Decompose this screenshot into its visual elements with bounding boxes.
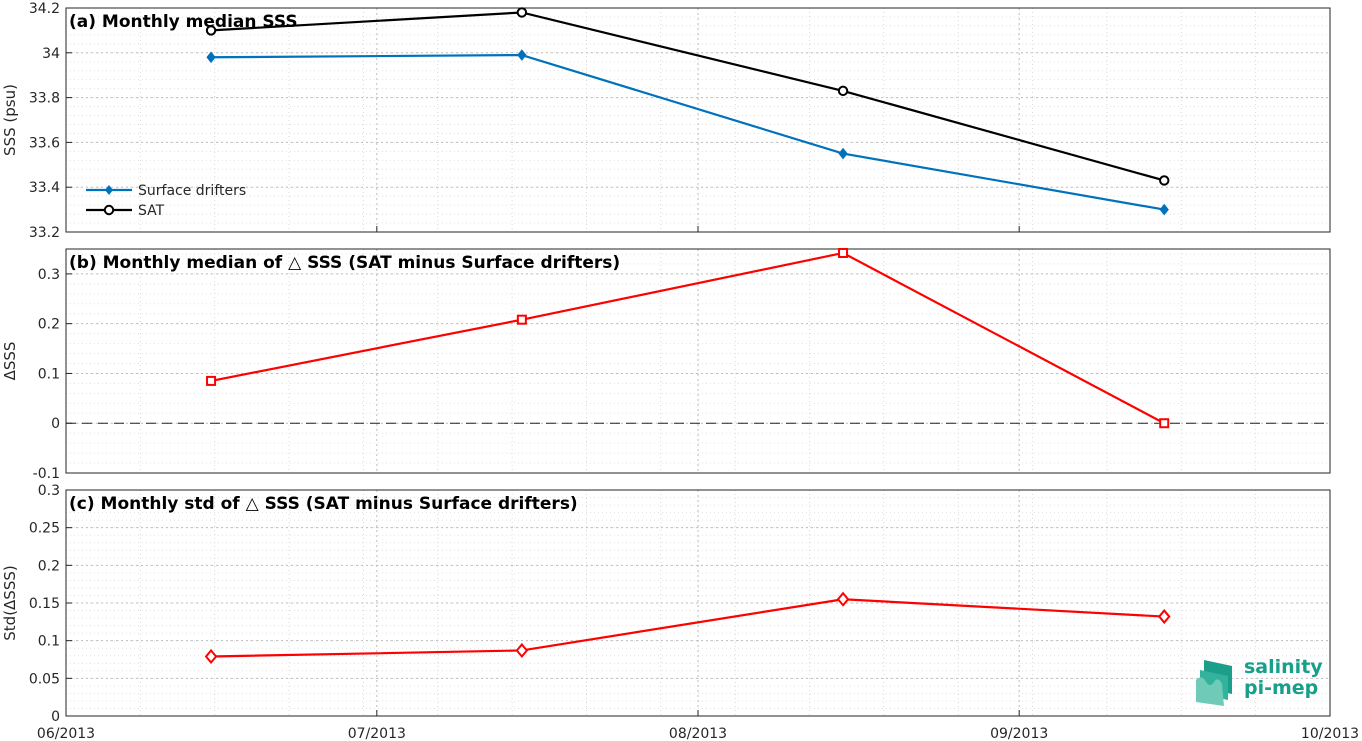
- legend-entry-label: SAT: [138, 203, 165, 219]
- salinity-pi-mep-logo: salinity pi-mep: [1194, 656, 1324, 708]
- legend-marker: [103, 204, 115, 216]
- logo-word-salinity: salinity: [1244, 656, 1323, 678]
- panel-a: 33.2 33.4 33.6 33.8 34 34.2 SSS (psu) (a) Month…: [1, 1, 1331, 241]
- data-point-marker: [836, 591, 850, 607]
- y-tick-label: 0.1: [38, 634, 60, 650]
- y-tick-label: 34: [42, 46, 60, 62]
- data-point-marker: [206, 51, 216, 64]
- series-line-0: [211, 53, 1165, 211]
- x-tick-label: 10/2013: [1301, 726, 1359, 741]
- y-tick-label: 33.4: [29, 180, 60, 196]
- data-point-marker: [204, 648, 218, 665]
- legend: Surface drifters SAT: [86, 183, 246, 219]
- data-point-marker: [1159, 175, 1170, 186]
- data-point-marker: [205, 25, 217, 36]
- x-tick-label: 07/2013: [348, 726, 406, 741]
- series-line-0: [210, 251, 1165, 425]
- y-tick-label: 0.25: [29, 521, 60, 537]
- y-tick-label: 0.3: [38, 483, 60, 499]
- y-axis-label: ΔSSS: [1, 342, 19, 381]
- data-point-marker: [515, 642, 529, 659]
- panel-title: (a) Monthly median SSS: [69, 12, 298, 32]
- legend-marker: [105, 185, 113, 195]
- y-tick-label: 0: [51, 416, 60, 432]
- axes-box: [65, 248, 1331, 474]
- y-tick-label: 0: [51, 709, 60, 725]
- data-point-marker: [1159, 203, 1169, 216]
- panel-b: -0.1 0 0.1 0.2 0.3 ΔSSS (b) Monthly median of …: [1, 247, 1331, 482]
- legend-entry-label: Surface drifters: [138, 183, 246, 199]
- y-tick-label: 34.2: [29, 1, 60, 17]
- y-tick-label: 0.1: [38, 366, 60, 382]
- data-point-marker: [1159, 418, 1170, 429]
- y-tick-label: 33.2: [29, 225, 60, 241]
- y-tick-label: 33.6: [29, 135, 60, 151]
- y-axis-label: Std(ΔSSS): [1, 565, 19, 640]
- y-tick-label: 0.3: [38, 267, 60, 283]
- y-tick-label: 33.8: [29, 91, 60, 107]
- data-point-marker: [516, 314, 527, 325]
- series-line-0: [211, 598, 1165, 658]
- data-point-marker: [838, 147, 848, 160]
- logo-word-pimep: pi-mep: [1244, 677, 1319, 699]
- panel-title: (c) Monthly std of △ SSS (SAT minus Surf…: [69, 494, 578, 514]
- data-point-marker: [516, 7, 528, 18]
- y-tick-label: 0.15: [29, 596, 60, 612]
- data-point-marker: [837, 85, 849, 97]
- panel-c: 0 0.05 0.1 0.15 0.2 0.25 0.3 06/2013 07/2013 08/2…: [1, 483, 1359, 741]
- y-tick-label: 0.2: [38, 558, 60, 574]
- series-line-1: [210, 11, 1165, 182]
- data-point-marker: [517, 49, 527, 61]
- data-point-marker: [838, 247, 849, 258]
- data-point-marker: [206, 375, 217, 386]
- y-tick-label: 0.2: [38, 317, 60, 333]
- y-axis-label: SSS (psu): [1, 84, 19, 156]
- x-tick-label: 06/2013: [37, 726, 95, 741]
- logo-wave-icon: [1196, 660, 1232, 706]
- y-tick-label: 0.05: [29, 671, 60, 687]
- data-point-marker: [1157, 608, 1171, 625]
- y-tick-label: -0.1: [33, 466, 60, 482]
- x-tick-label: 09/2013: [990, 726, 1048, 741]
- x-tick-label: 08/2013: [669, 726, 727, 741]
- panel-title: (b) Monthly median of △ SSS (SAT minus S…: [69, 253, 620, 273]
